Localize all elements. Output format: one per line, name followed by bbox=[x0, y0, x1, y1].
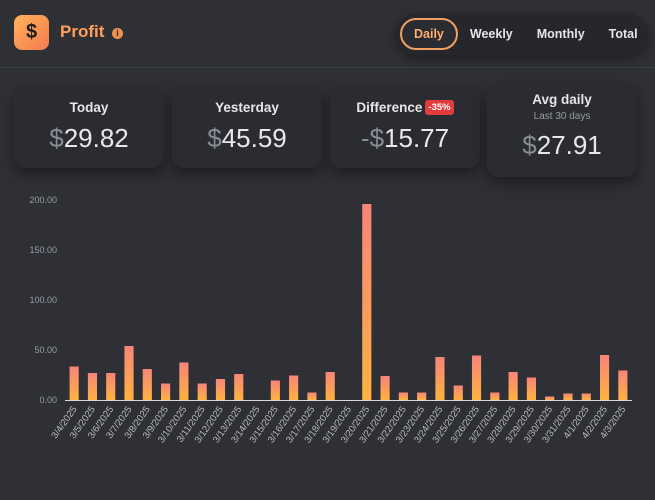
yesterday-amount: 45.59 bbox=[221, 123, 287, 153]
yesterday-value: $45.59 bbox=[172, 123, 322, 154]
bar[interactable] bbox=[197, 383, 207, 401]
yesterday-label: Yesterday bbox=[215, 100, 279, 115]
bar[interactable] bbox=[380, 376, 390, 400]
avg-daily-card: Avg daily Last 30 days $27.91 bbox=[487, 83, 637, 177]
page-title: Profit bbox=[60, 22, 105, 41]
bar[interactable] bbox=[362, 204, 372, 400]
currency-symbol: $ bbox=[369, 123, 385, 153]
period-tabs: Daily Weekly Monthly Total bbox=[396, 13, 648, 55]
bar[interactable] bbox=[179, 362, 189, 401]
y-tick-label: 200.00 bbox=[29, 195, 57, 205]
avg-daily-amount: 27.91 bbox=[536, 130, 602, 160]
bar[interactable] bbox=[526, 377, 536, 401]
bar[interactable] bbox=[215, 379, 226, 400]
negative-sign: - bbox=[360, 123, 370, 153]
bar[interactable] bbox=[581, 393, 591, 401]
difference-label-row: Difference -35% bbox=[330, 100, 480, 115]
difference-card: Difference -35% -$15.77 bbox=[330, 86, 480, 168]
today-label: Today bbox=[69, 100, 109, 115]
info-icon[interactable]: i bbox=[112, 28, 123, 39]
bar[interactable] bbox=[124, 346, 134, 400]
bar[interactable] bbox=[69, 366, 79, 401]
header: $ Profit i Daily Weekly Monthly Total bbox=[0, 0, 655, 68]
bar[interactable] bbox=[618, 370, 628, 401]
bar[interactable] bbox=[435, 357, 445, 400]
currency-symbol: $ bbox=[522, 130, 537, 160]
difference-amount: 15.77 bbox=[384, 123, 450, 153]
bar[interactable] bbox=[563, 393, 573, 401]
bar[interactable] bbox=[142, 369, 152, 400]
avg-daily-value: $27.91 bbox=[487, 130, 637, 161]
y-tick-label: 150.00 bbox=[29, 245, 57, 255]
bar[interactable] bbox=[106, 373, 116, 400]
bar[interactable] bbox=[453, 385, 463, 401]
difference-badge: -35% bbox=[425, 100, 454, 115]
bar[interactable] bbox=[234, 374, 244, 400]
avg-daily-sublabel: Last 30 days bbox=[533, 111, 591, 122]
bar[interactable] bbox=[307, 392, 317, 401]
bar[interactable] bbox=[325, 372, 335, 400]
bar[interactable] bbox=[289, 375, 299, 401]
currency-symbol: $ bbox=[49, 123, 64, 153]
difference-value: -$15.77 bbox=[330, 123, 480, 154]
difference-label: Difference bbox=[356, 100, 423, 115]
bar[interactable] bbox=[87, 373, 98, 400]
bar[interactable] bbox=[471, 355, 482, 401]
tab-weekly[interactable]: Weekly bbox=[469, 27, 513, 41]
bar[interactable] bbox=[490, 392, 500, 401]
bar[interactable] bbox=[398, 392, 408, 401]
avg-daily-label: Avg daily bbox=[532, 92, 592, 107]
bar[interactable] bbox=[599, 355, 610, 400]
tab-daily[interactable]: Daily bbox=[400, 18, 458, 50]
tab-total[interactable]: Total bbox=[608, 27, 638, 41]
bar[interactable] bbox=[161, 383, 171, 401]
y-tick-label: 50.00 bbox=[34, 345, 57, 355]
bar[interactable] bbox=[417, 392, 427, 401]
currency-symbol: $ bbox=[207, 123, 222, 153]
today-value: $29.82 bbox=[14, 123, 164, 154]
tab-monthly[interactable]: Monthly bbox=[536, 27, 585, 41]
bar[interactable] bbox=[545, 396, 555, 401]
today-card: Today $29.82 bbox=[14, 86, 164, 168]
y-tick-label: 0.00 bbox=[39, 395, 57, 405]
dollar-logo-icon: $ bbox=[14, 15, 49, 50]
y-tick-label: 100.00 bbox=[29, 295, 57, 305]
yesterday-card: Yesterday $45.59 bbox=[172, 86, 322, 168]
bar[interactable] bbox=[270, 380, 280, 401]
bar[interactable] bbox=[508, 372, 518, 400]
today-amount: 29.82 bbox=[63, 123, 129, 153]
